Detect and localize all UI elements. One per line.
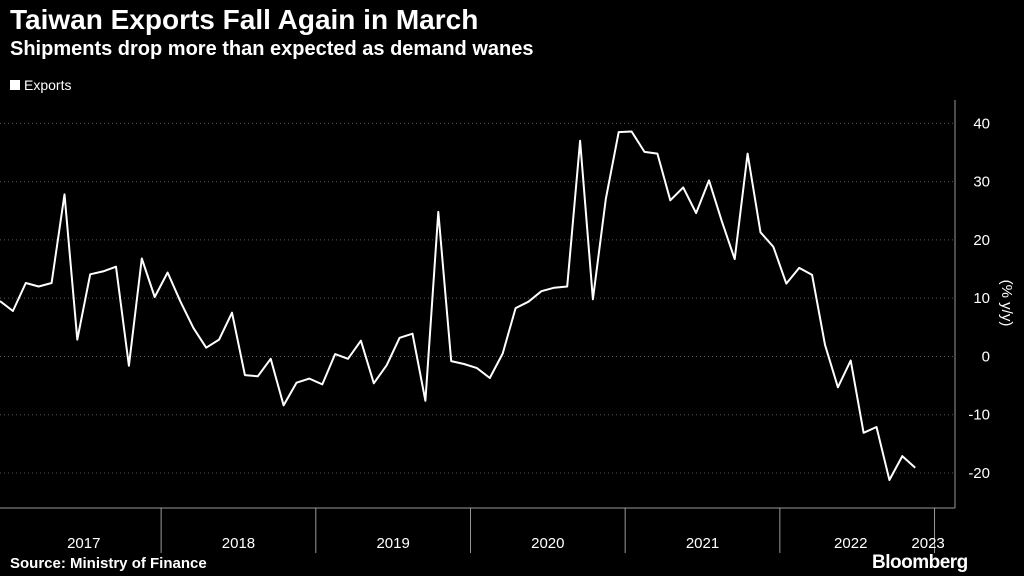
y-tick-label: -20	[968, 465, 990, 482]
x-tick-label: 2017	[67, 535, 100, 552]
source-note: Source: Ministry of Finance	[10, 555, 207, 572]
x-tick-label: 2019	[376, 535, 409, 552]
y-axis-title: (% y/y)	[998, 280, 1015, 327]
y-tick-label: -10	[968, 407, 990, 424]
legend: Exports	[10, 77, 71, 93]
legend-label: Exports	[24, 77, 72, 93]
legend-swatch	[10, 80, 20, 90]
y-tick-label: 30	[973, 174, 990, 191]
x-tick-label: 2021	[686, 535, 719, 552]
y-tick-label: 20	[973, 232, 990, 249]
brand-logo: Bloomberg	[872, 552, 968, 573]
x-tick-label: 2018	[222, 535, 255, 552]
chart-subtitle: Shipments drop more than expected as dem…	[10, 38, 534, 60]
chart-title: Taiwan Exports Fall Again in March	[10, 4, 479, 35]
x-tick-label: 2020	[531, 535, 564, 552]
y-tick-label: 10	[973, 290, 990, 307]
x-tick-label: 2023	[911, 535, 944, 552]
x-tick-label: 2022	[834, 535, 867, 552]
y-tick-label: 40	[973, 115, 990, 132]
y-tick-label: 0	[982, 348, 990, 365]
exports-series-line	[0, 130, 916, 481]
